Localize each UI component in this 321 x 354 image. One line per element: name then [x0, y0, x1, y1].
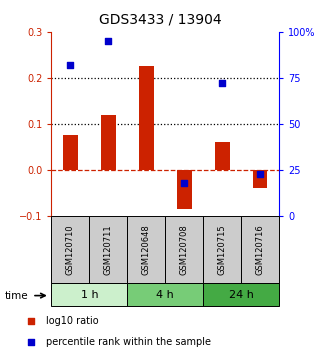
Bar — [165, 216, 203, 283]
Bar — [177, 170, 192, 209]
Text: log10 ratio: log10 ratio — [46, 316, 98, 326]
Text: GSM120711: GSM120711 — [104, 224, 113, 275]
Point — [144, 20, 149, 25]
Bar — [127, 283, 203, 306]
Bar — [127, 216, 165, 283]
Bar — [139, 67, 153, 170]
Bar — [51, 216, 89, 283]
Bar — [253, 170, 267, 188]
Bar — [63, 136, 78, 170]
Point — [220, 81, 225, 86]
Bar — [241, 216, 279, 283]
Text: GDS3433 / 13904: GDS3433 / 13904 — [99, 12, 222, 27]
Point — [28, 339, 33, 345]
Text: GSM120648: GSM120648 — [142, 224, 151, 275]
Bar — [101, 115, 116, 170]
Bar — [203, 283, 279, 306]
Text: 1 h: 1 h — [81, 290, 98, 300]
Point — [258, 171, 263, 176]
Point — [28, 319, 33, 324]
Point — [106, 38, 111, 44]
Bar — [215, 142, 230, 170]
Text: 4 h: 4 h — [156, 290, 174, 300]
Point — [68, 62, 73, 68]
Text: GSM120710: GSM120710 — [66, 224, 75, 275]
Bar — [203, 216, 241, 283]
Bar — [51, 283, 127, 306]
Text: GSM120708: GSM120708 — [180, 224, 189, 275]
Bar — [89, 216, 127, 283]
Text: percentile rank within the sample: percentile rank within the sample — [46, 337, 211, 347]
Text: GSM120715: GSM120715 — [218, 224, 227, 275]
Text: 24 h: 24 h — [229, 290, 254, 300]
Text: GSM120716: GSM120716 — [256, 224, 265, 275]
Text: time: time — [5, 291, 29, 301]
Point — [182, 180, 187, 185]
